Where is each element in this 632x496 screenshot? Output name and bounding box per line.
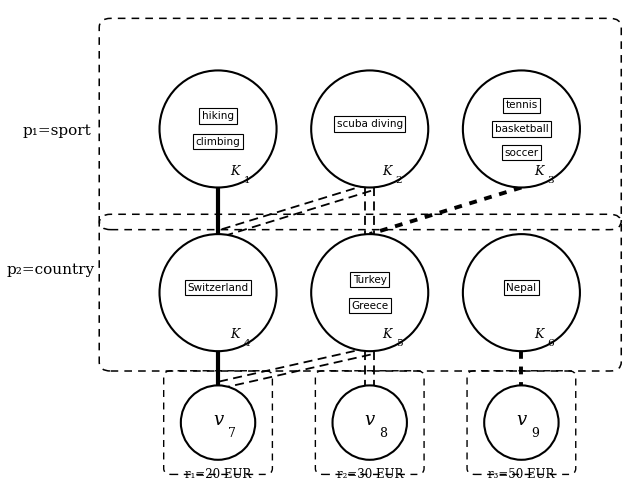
Text: soccer: soccer [504,148,538,158]
Text: v: v [213,411,223,429]
Text: 8: 8 [380,427,387,440]
Ellipse shape [181,385,255,460]
Text: 3: 3 [547,176,554,185]
Ellipse shape [463,234,580,351]
Text: r₁=20 EUR: r₁=20 EUR [185,468,251,481]
Text: scuba diving: scuba diving [337,119,403,129]
Text: basketball: basketball [494,124,549,134]
Text: 7: 7 [228,427,236,440]
Text: climbing: climbing [196,137,240,147]
Text: 9: 9 [532,427,539,440]
Text: K: K [382,165,392,178]
Ellipse shape [332,385,407,460]
Text: 4: 4 [244,339,251,348]
Ellipse shape [159,70,277,187]
Text: K: K [534,328,544,341]
Text: 6: 6 [547,339,554,348]
Text: p₂=country: p₂=country [6,263,95,277]
Text: K: K [534,165,544,178]
Ellipse shape [311,234,428,351]
Text: K: K [231,165,240,178]
Text: Greece: Greece [351,301,388,310]
Text: v: v [365,411,375,429]
Text: 2: 2 [396,176,403,185]
Text: tennis: tennis [505,100,538,110]
Text: 1: 1 [244,176,251,185]
Text: K: K [231,328,240,341]
Text: p₁=sport: p₁=sport [23,124,91,138]
Ellipse shape [159,234,277,351]
Ellipse shape [311,70,428,187]
Text: v: v [516,411,526,429]
Text: 5: 5 [396,339,403,348]
Text: hiking: hiking [202,111,234,121]
Ellipse shape [463,70,580,187]
Text: r₂=30 EUR: r₂=30 EUR [336,468,403,481]
Text: Turkey: Turkey [353,275,387,285]
Text: r₃=50 EUR: r₃=50 EUR [488,468,555,481]
Text: Switzerland: Switzerland [188,283,248,293]
Text: Nepal: Nepal [506,283,537,293]
Text: K: K [382,328,392,341]
Ellipse shape [484,385,559,460]
